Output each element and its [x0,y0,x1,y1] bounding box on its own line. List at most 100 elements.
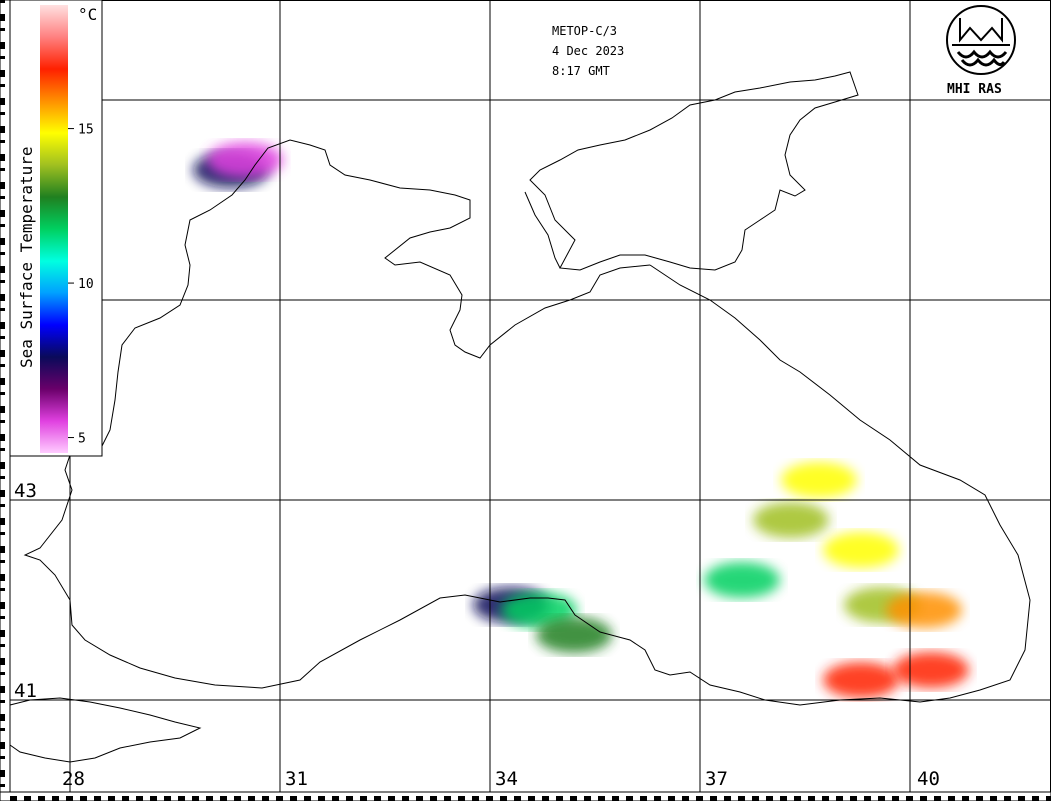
frame-tick [430,796,437,801]
sst-patch [823,532,899,568]
frame-tick [0,742,5,749]
frame-tick [0,434,5,441]
frame-tick [402,796,409,801]
sst-patch [886,592,962,628]
frame-tick [108,796,115,801]
frame-tick [0,196,5,199]
sst-data-layer [193,142,969,698]
frame-tick [0,266,5,273]
frame-tick [598,796,605,801]
sst-patch [823,662,899,698]
frame-tick [122,796,129,801]
frame-tick [178,796,185,801]
frame-tick [0,224,5,227]
frame-tick [612,796,619,801]
frame-tick [458,796,465,801]
frame-tick [0,546,5,553]
frame-tick [388,796,395,801]
colorbar-title: Sea Surface Temperature [17,146,36,368]
frame-tick [206,796,213,801]
frame-tick [724,796,731,801]
sst-patch [781,462,857,498]
frame-tick [710,796,717,801]
frame-tick [514,796,521,801]
frame-tick [80,796,87,801]
mhi-ras-logo: MHI RAS [946,5,1016,97]
colorbar-gradient [40,5,68,453]
frame-tick [248,796,255,801]
frame-tick [0,112,5,115]
sst-patch [536,617,612,653]
frame-tick [0,168,5,171]
frame-tick [0,280,5,283]
frame-tick [0,56,5,59]
frame-tick [584,796,591,801]
frame-tick [318,796,325,801]
frame-tick [500,796,507,801]
frame-tick [0,364,5,367]
frame-tick [0,294,5,301]
frame-tick [0,490,5,497]
frame-tick [192,796,199,801]
frame-tick [794,796,801,801]
frame-tick [52,796,59,801]
logo-text: MHI RAS [947,82,1002,97]
frame-tick [0,42,5,49]
frame-tick [0,0,5,3]
header-info: METOP-C/3 4 Dec 2023 8:17 GMT [552,24,624,78]
frame-tick [150,796,157,801]
frame-tick [892,796,899,801]
frame-tick [1018,796,1025,801]
frame-tick [808,796,815,801]
frame-tick [920,796,927,801]
frame-tick [0,686,5,693]
frame-tick [0,140,5,143]
frame-tick [0,420,5,423]
frame-tick [948,796,955,801]
frame-tick [0,84,5,87]
frame-tick [10,796,17,801]
frame-tick [374,796,381,801]
frame-tick [696,796,703,801]
colorbar: Sea Surface Temperature °C 15 10 5 [9,0,103,457]
frame-tick [1032,796,1039,801]
lon-label-31: 31 [285,768,308,790]
frame-tick [94,796,101,801]
frame-tick [0,322,5,329]
frame-tick [0,126,5,133]
colorbar-tick-label: 10 [78,277,94,292]
sst-patch [704,562,780,598]
frame-tick [346,796,353,801]
lon-label-37: 37 [705,768,728,790]
frame-tick [654,796,661,801]
frame-tick [24,796,31,801]
frame-tick [1046,796,1051,801]
frame-tick [136,796,143,801]
frame-tick [962,796,969,801]
frame-tick [682,796,689,801]
frame-tick [0,644,5,647]
frame-tick [836,796,843,801]
frame-tick [0,588,5,591]
frame-tick [878,796,885,801]
frame-tick [0,504,5,507]
frame-tick [0,756,5,759]
frame-tick [0,238,5,245]
frame-tick [0,448,5,451]
lon-label-28: 28 [62,768,85,790]
frame-tick [332,796,339,801]
frame-tick [0,336,5,339]
frame-tick [66,796,73,801]
sst-patch [753,502,829,538]
frame-tick [668,796,675,801]
frame-tick [850,796,857,801]
frame-tick [38,796,45,801]
frame-tick [360,796,367,801]
frame-tick [0,252,5,255]
colorbar-tick-label: 5 [78,432,86,447]
frame-tick [0,98,5,105]
frame-tick [262,796,269,801]
frame-tick [416,796,423,801]
frame-tick [626,796,633,801]
coastline [9,71,1031,763]
